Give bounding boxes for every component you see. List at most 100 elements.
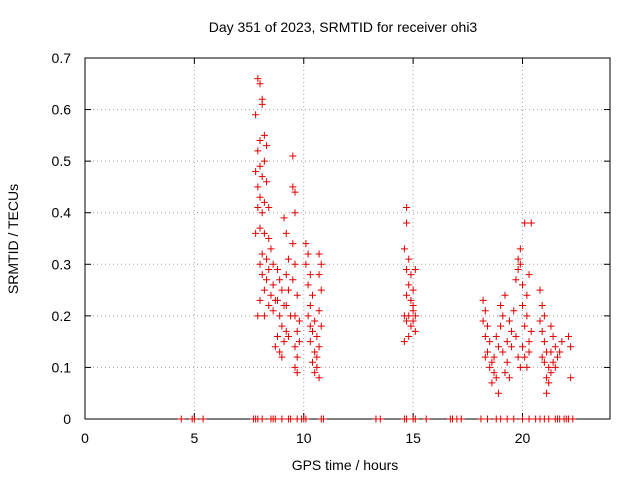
data-point — [481, 307, 489, 315]
data-point — [536, 317, 544, 325]
data-point — [514, 353, 522, 361]
data-point — [284, 255, 292, 263]
data-point — [280, 214, 288, 222]
data-point — [258, 271, 266, 279]
data-point — [540, 358, 548, 366]
data-point — [258, 173, 266, 181]
data-point — [514, 255, 522, 263]
data-point — [547, 369, 555, 377]
data-point — [527, 219, 535, 227]
data-point — [494, 343, 502, 351]
data-point — [282, 229, 290, 237]
data-point — [291, 209, 299, 217]
data-point — [309, 291, 316, 299]
data-point — [311, 317, 319, 325]
data-point — [190, 415, 198, 423]
data-point — [258, 250, 266, 258]
data-point — [549, 332, 557, 340]
data-point — [265, 265, 273, 273]
data-point — [556, 348, 564, 356]
data-point — [407, 296, 415, 304]
data-point — [521, 353, 529, 361]
data-point — [538, 302, 546, 310]
data-point — [278, 415, 286, 423]
data-point — [479, 296, 487, 304]
data-point — [260, 229, 268, 237]
data-point — [252, 229, 260, 237]
y-tick-label: 0 — [63, 411, 71, 427]
data-point — [276, 276, 284, 284]
data-point — [545, 363, 553, 371]
data-point — [536, 286, 544, 294]
data-point — [260, 312, 268, 320]
data-point — [274, 332, 281, 340]
data-point — [291, 188, 299, 196]
x-tick-label: 0 — [81, 430, 89, 446]
data-point — [567, 343, 575, 351]
data-point — [260, 198, 268, 206]
y-tick-label: 0.1 — [52, 359, 72, 375]
data-point — [516, 363, 524, 371]
data-point — [499, 348, 507, 356]
data-point — [263, 178, 271, 186]
data-point — [538, 327, 546, 335]
y-tick-label: 0.5 — [52, 153, 72, 169]
data-point — [282, 302, 290, 310]
data-point — [503, 338, 511, 346]
data-point — [293, 291, 301, 299]
data-point — [256, 296, 264, 304]
data-point — [411, 327, 419, 335]
data-point — [523, 363, 531, 371]
data-point — [516, 260, 524, 268]
data-point — [505, 317, 513, 325]
data-point — [293, 353, 301, 361]
x-axis-title: GPS time / hours — [292, 457, 399, 473]
data-point — [499, 312, 507, 320]
data-point — [569, 415, 577, 423]
data-point — [551, 363, 559, 371]
data-point — [512, 332, 520, 340]
data-point — [309, 358, 316, 366]
data-point — [319, 415, 327, 423]
data-point — [256, 80, 264, 88]
data-point — [551, 343, 559, 351]
data-point — [505, 374, 513, 382]
data-point — [256, 162, 264, 170]
data-point — [280, 338, 288, 346]
data-point — [304, 281, 312, 289]
data-point — [256, 137, 264, 145]
data-point — [315, 307, 323, 315]
data-point — [486, 338, 494, 346]
data-point — [304, 312, 312, 320]
data-point — [403, 415, 411, 423]
data-point — [284, 332, 292, 340]
data-point — [315, 374, 323, 382]
chart-title: Day 351 of 2023, SRMTID for receiver ohi… — [209, 19, 478, 35]
data-point — [477, 415, 485, 423]
data-point — [540, 312, 548, 320]
data-point — [317, 286, 325, 294]
data-point — [376, 415, 384, 423]
data-point — [265, 204, 273, 212]
data-point — [409, 302, 417, 310]
data-point — [503, 358, 511, 366]
data-point — [484, 322, 491, 330]
data-point — [405, 281, 413, 289]
data-point — [252, 111, 260, 119]
data-point — [289, 240, 297, 248]
data-point — [315, 343, 323, 351]
data-point — [256, 260, 264, 268]
data-point — [525, 348, 533, 356]
data-points — [177, 75, 577, 423]
data-point — [265, 235, 273, 242]
data-point — [315, 271, 323, 279]
x-tick-label: 20 — [515, 430, 531, 446]
y-tick-label: 0.3 — [52, 256, 72, 272]
data-point — [278, 286, 286, 294]
data-point — [260, 157, 268, 165]
data-point — [256, 193, 264, 201]
data-point — [403, 291, 411, 299]
data-point — [519, 302, 526, 310]
